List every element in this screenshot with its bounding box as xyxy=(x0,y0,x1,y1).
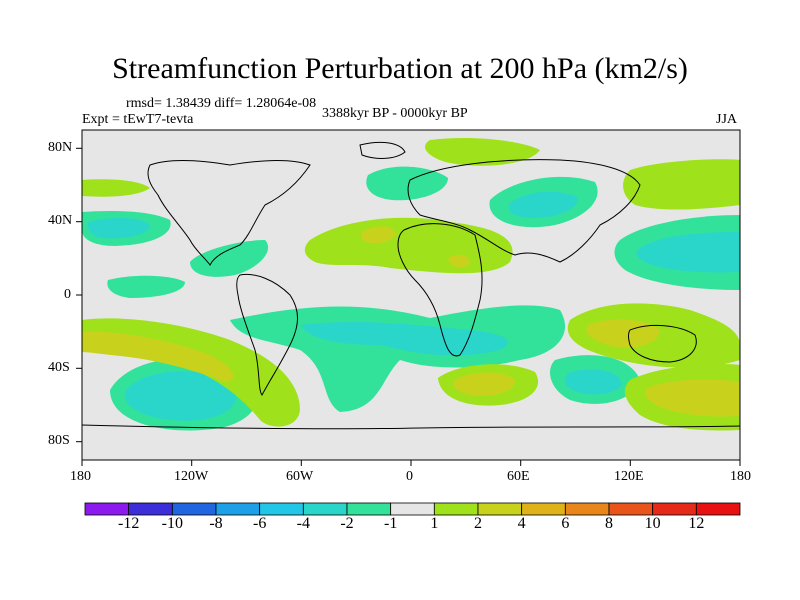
x-tick-label: 60W xyxy=(286,469,314,484)
season-label: JJA xyxy=(716,112,738,127)
x-tick-label: 120W xyxy=(174,469,209,484)
experiment-label: Expt = tEwT7-tevta xyxy=(82,112,194,127)
colorbar-swatch xyxy=(346,502,392,516)
neg-region-southpacific-core xyxy=(124,371,237,421)
y-tick-label: 80S xyxy=(48,433,70,448)
colorbar-swatch xyxy=(477,502,523,516)
field-layer xyxy=(82,130,740,460)
colorbar-label: -12 xyxy=(117,515,140,532)
colorbar xyxy=(84,502,741,516)
neg-region-tropical-pacific xyxy=(107,275,185,298)
colorbar-label: 4 xyxy=(517,515,526,532)
colorbar-swatch xyxy=(390,502,435,516)
x-tick-label: 0 xyxy=(406,469,413,484)
pos-region-sahara-core xyxy=(448,254,470,268)
axis-ticks xyxy=(76,147,741,466)
colorbar-swatch xyxy=(171,502,217,516)
neg-region-asia-core xyxy=(508,191,578,218)
pos-region-southindian-core xyxy=(453,372,515,397)
y-tick-label: 80N xyxy=(48,140,73,155)
x-tick-label: 60E xyxy=(507,469,530,484)
neg-region-northatlantic xyxy=(366,166,448,201)
colorbar-label: -8 xyxy=(209,515,223,532)
colorbar-swatch xyxy=(564,502,610,516)
y-tick-label: 0 xyxy=(64,287,71,302)
pos-region-northpacific-west-strip xyxy=(82,179,150,197)
pos-region-southern-ocean-east-core xyxy=(644,379,740,417)
colorbar-label: 2 xyxy=(474,515,482,532)
y-tick-label: 40S xyxy=(48,360,70,375)
pos-region-northpacific-east xyxy=(623,159,740,210)
colorbar-label: -4 xyxy=(296,515,310,532)
neg-region-southindian-core xyxy=(564,369,622,395)
colorbar-label: 1 xyxy=(430,515,439,532)
colorbar-label: 10 xyxy=(644,515,661,532)
colorbar-swatch xyxy=(608,502,654,516)
coastlines xyxy=(82,141,740,430)
stats-label: rmsd= 1.38439 diff= 1.28064e-08 xyxy=(126,96,317,111)
x-tick-label: 180 xyxy=(730,469,751,484)
colorbar-swatch xyxy=(259,502,304,516)
y-tick-label: 40N xyxy=(48,213,73,228)
x-tick-label: 120E xyxy=(614,469,644,484)
colorbar-label: 6 xyxy=(561,515,570,532)
x-tick-label: 180 xyxy=(70,469,91,484)
colorbar-label: -2 xyxy=(340,515,354,532)
colorbar-swatch xyxy=(128,502,173,516)
colorbar-label: 8 xyxy=(605,515,613,532)
pos-region-northatlantic-africa-core xyxy=(362,226,396,244)
colorbar-swatch xyxy=(652,502,697,516)
colorbar-label: -6 xyxy=(252,515,267,532)
colorbar-swatch xyxy=(84,502,130,516)
neg-region-westpacific-core xyxy=(636,232,740,273)
period-label: 3388kyr BP - 0000kyr BP xyxy=(322,106,468,121)
colorbar-swatch xyxy=(433,502,479,516)
colorbar-label: 12 xyxy=(688,515,705,532)
colorbar-label: -10 xyxy=(161,515,183,532)
colorbar-swatch xyxy=(695,502,741,516)
colorbar-swatch xyxy=(521,502,566,516)
pos-region-southpacific-band-core xyxy=(82,331,234,382)
colorbar-label: -1 xyxy=(383,515,398,532)
neg-region-caribbean xyxy=(190,240,269,277)
neg-band-southern-core xyxy=(300,322,509,356)
colorbar-swatch xyxy=(215,502,261,516)
colorbar-swatch xyxy=(302,502,348,516)
neg-region-northpacific-west-core xyxy=(87,217,150,239)
plot-title: Streamfunction Perturbation at 200 hPa (… xyxy=(112,52,688,85)
pos-region-europe xyxy=(425,138,540,166)
